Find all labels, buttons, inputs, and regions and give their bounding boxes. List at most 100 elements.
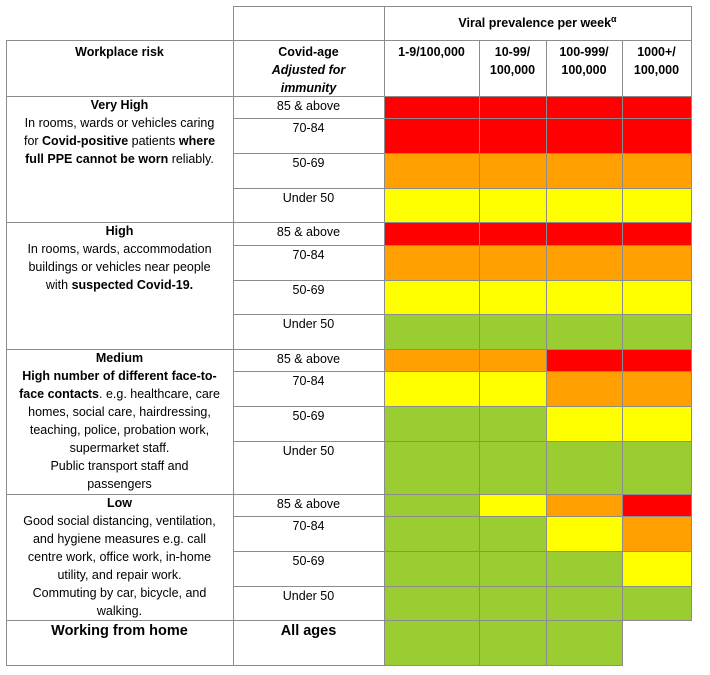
grid-line — [233, 118, 692, 119]
grid-line — [622, 40, 623, 666]
grid-line — [233, 551, 692, 552]
heat-cell — [384, 314, 479, 349]
grid-line — [233, 153, 692, 154]
heat-cell — [622, 441, 691, 494]
heat-cell — [384, 118, 479, 153]
risk-description-line: Commuting by car, bicycle, and — [6, 585, 233, 603]
covid-age-band: 70-84 — [292, 374, 325, 388]
heat-cell — [479, 586, 546, 620]
covid-age-band: 50-69 — [292, 156, 325, 170]
heat-cell — [546, 314, 622, 349]
risk-description-line: for Covid-positive patients where — [6, 133, 233, 151]
heat-cell — [546, 349, 622, 371]
grid-line — [233, 314, 692, 315]
viral-prevalence-label: Viral prevalence per week — [458, 16, 612, 31]
risk-description-line: supermarket staff. — [6, 440, 233, 458]
risk-description-line: walking. — [6, 603, 233, 621]
heat-cell — [546, 586, 622, 620]
risk-description-segment: reliably. — [168, 152, 214, 166]
heat-cell — [384, 494, 479, 516]
heat-cell — [622, 349, 691, 371]
grid-line — [233, 188, 692, 189]
heat-cell — [546, 118, 622, 153]
risk-description-segment: buildings or vehicles near people — [28, 260, 211, 274]
grid-line — [6, 222, 692, 223]
prevalence-column-header: 100,000 — [561, 63, 607, 77]
risk-description-line: face contacts. e.g. healthcare, care — [6, 386, 233, 404]
heat-cell — [622, 516, 691, 551]
grid-line — [546, 40, 547, 666]
heat-cell — [546, 280, 622, 314]
covid-age-band: 85 & above — [276, 352, 341, 366]
heat-cell — [546, 371, 622, 406]
risk-description-segment: and hygiene measures e.g. call — [32, 532, 207, 546]
risk-description-line: High number of different face-to- — [6, 368, 233, 386]
covid-age-band: 70-84 — [292, 121, 325, 135]
heat-cell — [479, 551, 546, 586]
risk-description-segment: Commuting by car, bicycle, and — [32, 586, 207, 600]
risk-description-line: centre work, office work, in-home — [6, 549, 233, 567]
grid-line — [6, 620, 692, 621]
risk-description-line: utility, and repair work. — [6, 567, 233, 585]
risk-description-segment: utility, and repair work. — [57, 568, 182, 582]
covid-age-band: Under 50 — [282, 191, 335, 205]
covid-age-band: 85 & above — [276, 99, 341, 113]
grid-line — [6, 40, 7, 666]
risk-description-line: full PPE cannot be worn reliably. — [6, 151, 233, 169]
risk-description-segment: with — [45, 278, 72, 292]
grid-line — [6, 96, 692, 97]
risk-description-segment: In rooms, wards, accommodation — [27, 242, 212, 256]
adjusted-label: Adjusted for — [271, 63, 346, 77]
risk-description-line: and hygiene measures e.g. call — [6, 531, 233, 549]
grid-line — [233, 441, 692, 442]
grid-line — [6, 349, 692, 350]
heat-cell — [479, 620, 546, 665]
heat-cell — [384, 280, 479, 314]
heat-cell — [546, 222, 622, 245]
heat-cell — [546, 441, 622, 494]
grid-line — [233, 586, 692, 587]
risk-level-title: Very High — [90, 98, 149, 112]
risk-description-segment: Covid-positive — [42, 134, 129, 148]
heat-cell — [622, 153, 691, 188]
heat-cell — [479, 96, 546, 118]
heat-cell — [622, 245, 691, 280]
risk-description-line: with suspected Covid-19. — [6, 277, 233, 295]
heat-cell — [622, 96, 691, 118]
immunity-label: immunity — [280, 81, 337, 95]
risk-description-segment: face contacts — [19, 387, 99, 401]
risk-description-line: In rooms, wards, accommodation — [6, 241, 233, 259]
risk-description-segment: patients — [128, 134, 179, 148]
risk-description-segment: full PPE cannot be worn — [25, 152, 169, 166]
risk-description-segment: walking. — [96, 604, 143, 618]
heat-cell — [384, 620, 479, 665]
heat-cell — [546, 188, 622, 222]
covid-age-band: 85 & above — [276, 497, 341, 511]
heat-cell — [479, 153, 546, 188]
risk-description-segment: High number of different face-to- — [22, 369, 217, 383]
workplace-risk-header: Workplace risk — [75, 45, 164, 59]
risk-description-segment: centre work, office work, in-home — [27, 550, 212, 564]
grid-line — [6, 494, 692, 495]
heat-cell — [622, 314, 691, 349]
heat-cell — [622, 118, 691, 153]
alpha-superscript: α — [611, 14, 617, 24]
heat-cell — [622, 494, 691, 516]
risk-description-segment: where — [178, 134, 216, 148]
heat-cell — [384, 245, 479, 280]
heat-cell — [546, 96, 622, 118]
heat-cell — [479, 118, 546, 153]
heat-cell — [384, 153, 479, 188]
heat-cell — [546, 620, 622, 665]
grid-line — [384, 6, 385, 666]
heat-cell — [546, 494, 622, 516]
heat-cell — [546, 516, 622, 551]
risk-description-line: buildings or vehicles near people — [6, 259, 233, 277]
grid-line — [233, 406, 692, 407]
heat-cell — [479, 349, 546, 371]
covid-age-band: 50-69 — [292, 283, 325, 297]
grid-line — [479, 40, 480, 666]
heat-cell — [622, 406, 691, 441]
risk-description-line: passengers — [6, 476, 233, 494]
heat-cell — [479, 441, 546, 494]
